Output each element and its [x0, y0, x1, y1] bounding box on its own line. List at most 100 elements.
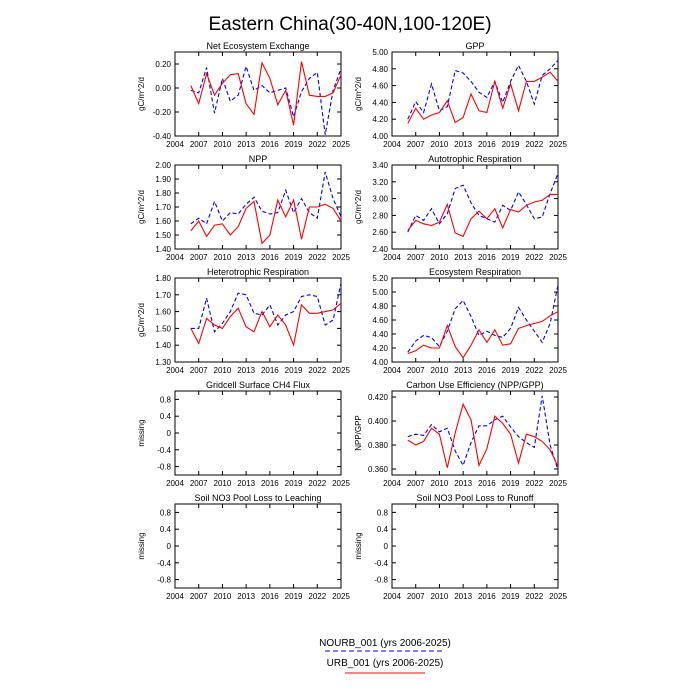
- series-line-urb-001: [407, 311, 559, 359]
- x-tick-label: 2013: [237, 253, 255, 262]
- y-tick-label: -0.8: [157, 576, 171, 585]
- panel-soil-no3-pool-loss-to-runoff: Soil NO3 Pool Loss to Runoff 2004 2007 2010…: [354, 493, 567, 601]
- series-line-urb-001: [407, 402, 559, 468]
- x-tick-label: 2013: [454, 479, 472, 488]
- x-tick-label: 2019: [502, 253, 520, 262]
- y-axis-label: gC/m^2/d: [137, 303, 146, 337]
- x-tick-label: 2007: [190, 592, 208, 601]
- series-line-urb-001: [407, 71, 559, 124]
- x-tick-label: 2022: [525, 479, 543, 488]
- panel-title: Soil NO3 Pool Loss to Leaching: [194, 493, 321, 503]
- panel-title: Autotrophic Respiration: [428, 154, 522, 164]
- x-tick-label: 2016: [478, 592, 496, 601]
- x-tick-label: 2025: [549, 592, 567, 601]
- y-tick-label: 1.70: [155, 291, 171, 300]
- x-tick-label: 2010: [431, 140, 449, 149]
- y-tick-label: 2.80: [372, 211, 388, 220]
- x-tick-label: 2016: [478, 366, 496, 375]
- x-tick-label: 2013: [237, 140, 255, 149]
- y-tick-label: 0.8: [160, 508, 172, 517]
- x-tick-label: 2019: [502, 592, 520, 601]
- series-line-nourb-001: [190, 64, 342, 135]
- x-tick-label: 2010: [214, 592, 232, 601]
- x-tick-label: 2025: [332, 253, 350, 262]
- y-tick-label: 0: [167, 542, 172, 551]
- x-tick-label: 2019: [285, 592, 303, 601]
- panel-carbon-use-efficiency-npp-gpp: Carbon Use Efficiency (NPP/GPP) 2004 2007 2…: [354, 380, 567, 488]
- x-tick-label: 2025: [549, 479, 567, 488]
- y-tick-label: 2.00: [155, 161, 171, 170]
- y-tick-label: 1.70: [155, 203, 171, 212]
- y-tick-label: 0.420: [368, 393, 389, 402]
- x-tick-label: 2019: [502, 140, 520, 149]
- x-tick-label: 2022: [308, 366, 326, 375]
- y-tick-label: 0.20: [155, 60, 171, 69]
- x-tick-label: 2004: [166, 592, 184, 601]
- panel-npp: NPP 2004 2007 2010 2013 2016 2019 2022 2025 1.40 1…: [137, 154, 350, 262]
- x-tick-label: 2004: [166, 253, 184, 262]
- y-axis-label: missing: [137, 419, 146, 446]
- y-tick-label: 0.8: [160, 395, 172, 404]
- x-tick-label: 2007: [190, 366, 208, 375]
- y-tick-label: 4.80: [372, 65, 388, 74]
- y-tick-label: 3.40: [372, 161, 388, 170]
- y-tick-label: 4.60: [372, 316, 388, 325]
- x-tick-label: 2004: [383, 140, 401, 149]
- y-tick-label: -0.40: [153, 132, 172, 141]
- x-tick-label: 2013: [237, 479, 255, 488]
- series-line-nourb-001: [407, 60, 559, 120]
- x-tick-label: 2004: [383, 592, 401, 601]
- x-tick-label: 2016: [261, 592, 279, 601]
- y-tick-label: 0.380: [368, 441, 389, 450]
- x-tick-label: 2010: [431, 479, 449, 488]
- y-tick-label: 5.00: [372, 288, 388, 297]
- x-tick-label: 2004: [166, 366, 184, 375]
- x-tick-label: 2010: [214, 140, 232, 149]
- x-tick-label: 2007: [190, 140, 208, 149]
- plot-frame: [174, 277, 342, 363]
- x-tick-label: 2016: [261, 253, 279, 262]
- panel-title: GPP: [465, 41, 484, 51]
- y-tick-label: 0.400: [368, 417, 389, 426]
- x-tick-label: 2004: [166, 140, 184, 149]
- series-line-nourb-001: [407, 173, 559, 233]
- x-tick-label: 2013: [454, 140, 472, 149]
- panel-autotrophic-respiration: Autotrophic Respiration 2004 2007 2010 2013 2…: [354, 154, 567, 262]
- x-tick-label: 2019: [285, 253, 303, 262]
- x-tick-label: 2004: [383, 366, 401, 375]
- y-axis-label: gC/m^2/d: [137, 190, 146, 224]
- series-line-nourb-001: [407, 395, 559, 471]
- panel-title: Carbon Use Efficiency (NPP/GPP): [406, 380, 543, 390]
- x-tick-label: 2013: [454, 592, 472, 601]
- y-tick-label: 4.40: [372, 330, 388, 339]
- x-tick-label: 2016: [478, 253, 496, 262]
- x-tick-label: 2019: [285, 140, 303, 149]
- series-line-urb-001: [407, 193, 558, 238]
- x-tick-label: 2004: [383, 479, 401, 488]
- panel-gridcell-surface-ch4-flux: Gridcell Surface CH4 Flux 2004 2007 2010 201…: [137, 380, 350, 488]
- panel-heterotrophic-respiration: Heterotrophic Respiration 2004 2007 2010 201…: [137, 267, 350, 375]
- x-tick-label: 2016: [478, 140, 496, 149]
- y-tick-label: 2.60: [372, 228, 388, 237]
- panel-title: Heterotrophic Respiration: [207, 267, 309, 277]
- x-tick-label: 2022: [308, 140, 326, 149]
- y-tick-label: 5.00: [372, 48, 388, 57]
- y-axis-label: NPP/GPP: [354, 415, 363, 451]
- y-tick-label: 2.40: [372, 245, 388, 254]
- series-line-urb-001: [190, 61, 342, 126]
- y-tick-label: 4.40: [372, 98, 388, 107]
- panel-grid: Net Ecosystem Exchange 2004 2007 2010 2013 20…: [137, 41, 567, 601]
- x-tick-label: 2016: [478, 479, 496, 488]
- panel-title: NPP: [249, 154, 268, 164]
- figure-title: Eastern China(30-40N,100-120E): [208, 14, 491, 35]
- y-tick-label: -0.4: [157, 559, 171, 568]
- y-tick-label: 1.60: [155, 308, 171, 317]
- panel-soil-no3-pool-loss-to-leaching: Soil NO3 Pool Loss to Leaching 2004 2007 20…: [137, 493, 350, 601]
- plot-frame: [391, 503, 559, 589]
- y-tick-label: 0.4: [160, 525, 172, 534]
- x-tick-label: 2022: [308, 479, 326, 488]
- x-tick-label: 2025: [332, 479, 350, 488]
- x-tick-label: 2007: [190, 253, 208, 262]
- x-tick-label: 2019: [285, 366, 303, 375]
